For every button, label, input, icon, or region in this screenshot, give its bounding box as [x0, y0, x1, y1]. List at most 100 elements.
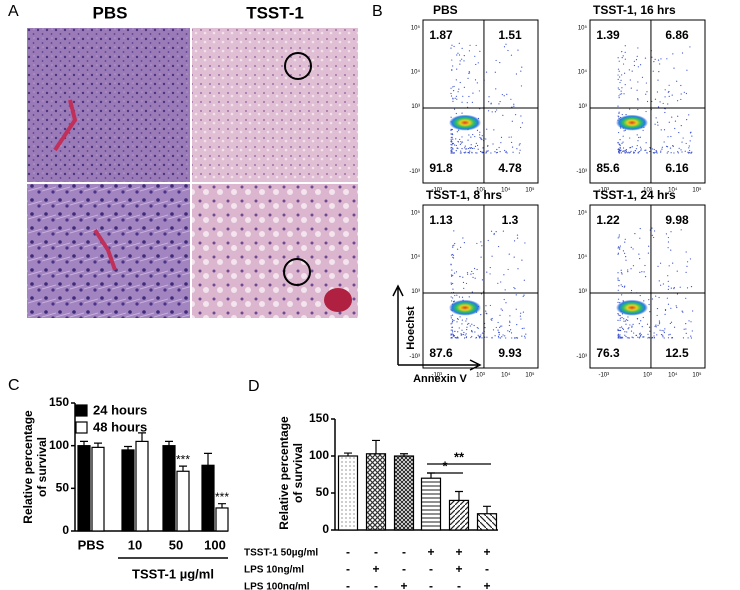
- event-dot: [688, 145, 690, 147]
- event-dot: [495, 88, 497, 90]
- event-dot: [666, 145, 668, 147]
- event-dot: [637, 336, 639, 338]
- event-dot: [662, 336, 664, 338]
- event-dot: [629, 151, 631, 154]
- event-dot: [498, 331, 500, 333]
- tick-label: -10³: [598, 188, 609, 194]
- event-dot: [620, 337, 622, 339]
- event-dot: [619, 335, 621, 337]
- event-dot: [461, 323, 463, 325]
- event-dot: [507, 330, 509, 332]
- event-dot: [670, 135, 672, 138]
- event-dot: [466, 272, 469, 274]
- quadrant-value: 1.22: [596, 213, 620, 227]
- event-dot: [617, 87, 619, 89]
- event-dot: [619, 147, 621, 149]
- event-dot: [627, 328, 629, 330]
- tick-label: 10⁴: [578, 69, 588, 76]
- column-title: PBS: [93, 3, 128, 22]
- event-dot: [690, 321, 692, 323]
- quadrant-value: 9.93: [498, 346, 522, 360]
- event-dot: [668, 95, 670, 97]
- event-dot: [635, 148, 638, 150]
- event-dot: [450, 136, 452, 138]
- event-dot: [452, 257, 455, 259]
- event-dot: [682, 137, 684, 139]
- event-dot: [638, 333, 641, 335]
- legend-label: 48 hours: [93, 419, 147, 434]
- axis-label: Hoechst: [405, 306, 417, 350]
- event-dot: [450, 149, 452, 151]
- event-dot: [618, 60, 620, 62]
- event-dot: [623, 318, 625, 320]
- event-dot: [512, 151, 514, 153]
- event-dot: [477, 62, 479, 64]
- event-dot: [672, 145, 674, 147]
- event-dot: [681, 52, 684, 54]
- event-dot: [506, 93, 508, 96]
- x-tick-label: 10: [128, 537, 142, 552]
- event-dot: [505, 151, 507, 153]
- event-dot: [452, 86, 454, 88]
- event-dot: [513, 105, 515, 107]
- x-axis-label: TSST-1 µg/ml: [132, 566, 214, 581]
- event-dot: [477, 334, 479, 336]
- event-dot: [462, 276, 464, 278]
- event-dot: [466, 328, 468, 331]
- bar: [420, 477, 442, 531]
- event-dot: [621, 273, 623, 275]
- event-dot: [476, 82, 478, 84]
- event-dot: [624, 285, 626, 287]
- condition-mark: -: [346, 579, 350, 590]
- event-dot: [520, 312, 522, 314]
- event-dot: [477, 148, 479, 150]
- event-dot: [494, 111, 497, 113]
- y-axis-label: Relative percentageof survival: [21, 410, 49, 524]
- tick-label: 10⁴: [668, 372, 678, 379]
- event-dot: [468, 50, 471, 52]
- event-dot: [480, 241, 482, 243]
- event-dot: [497, 329, 499, 331]
- event-dot: [497, 245, 500, 248]
- event-dot: [506, 152, 508, 154]
- event-dot: [490, 318, 492, 320]
- event-dot: [620, 152, 623, 154]
- event-dot: [637, 81, 639, 83]
- event-dot: [671, 116, 673, 118]
- event-dot: [453, 244, 455, 246]
- event-dot: [627, 316, 629, 318]
- event-dot: [503, 46, 506, 48]
- event-dot: [476, 268, 478, 271]
- event-dot: [617, 279, 619, 281]
- event-dot: [667, 288, 669, 290]
- event-dot: [617, 329, 619, 332]
- event-dot: [618, 285, 620, 287]
- event-dot: [504, 149, 506, 152]
- tick-label: 10⁴: [668, 187, 678, 194]
- event-dot: [457, 91, 459, 93]
- event-dot: [625, 150, 627, 152]
- event-dot: [673, 287, 675, 289]
- event-dot: [465, 337, 467, 339]
- event-dot: [461, 329, 463, 331]
- quadrant-value: 1.3: [502, 213, 519, 227]
- event-dot: [638, 136, 640, 139]
- event-dot: [620, 269, 622, 271]
- event-dot: [651, 227, 653, 229]
- event-dot: [622, 63, 625, 65]
- y-tick-label: 150: [309, 411, 329, 425]
- event-dot: [668, 285, 670, 287]
- event-dot: [466, 102, 468, 104]
- event-dot: [672, 53, 674, 55]
- event-dot: [624, 51, 626, 53]
- quadrant-value: 1.51: [498, 28, 522, 42]
- cell-cluster: [616, 299, 648, 316]
- event-dot: [516, 337, 519, 339]
- event-dot: [450, 87, 452, 89]
- event-dot: [628, 69, 630, 71]
- event-dot: [456, 68, 458, 70]
- event-dot: [619, 315, 621, 317]
- panel-label: D: [248, 378, 260, 395]
- event-dot: [511, 120, 513, 122]
- event-dot: [490, 152, 492, 154]
